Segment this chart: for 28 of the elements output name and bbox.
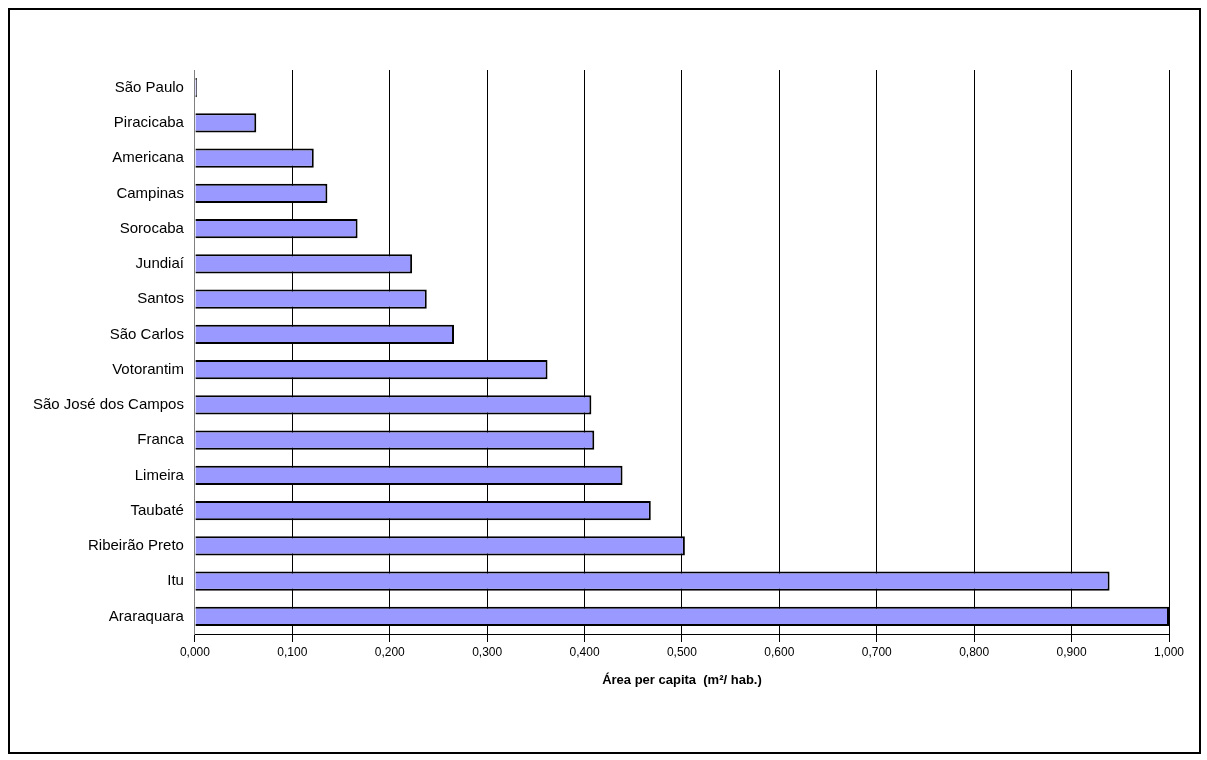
x-axis-title: Área per capita (m²/ hab.): [602, 671, 762, 687]
x-tick-label: 0,200: [374, 644, 406, 659]
y-tick-label: Ribeirão Preto: [88, 536, 184, 554]
x-tick-label: 0,300: [472, 644, 503, 659]
x-tick-label: 0,000: [179, 644, 211, 659]
y-tick-label: Jundiaí: [135, 254, 185, 272]
x-tick-label: 0,900: [1056, 644, 1087, 659]
x-tick-label: 0,700: [861, 644, 893, 659]
x-tick-label: 0,600: [764, 644, 795, 659]
y-tick-label: Piracicaba: [113, 113, 185, 131]
x-tick-label: 0,100: [277, 644, 308, 659]
y-tick-label: Araraquara: [108, 606, 185, 624]
y-tick-label: Santos: [137, 289, 184, 307]
y-tick-label: Campinas: [116, 183, 184, 201]
y-tick-label: Limeira: [134, 465, 185, 483]
y-tick-label: Itu: [167, 571, 184, 589]
y-tick-label: Americana: [112, 148, 185, 166]
y-tick-label: Sorocaba: [119, 218, 185, 236]
y-tick-label: São Carlos: [109, 324, 184, 342]
x-tick-label: 0,500: [666, 644, 698, 659]
y-tick-label: São Paulo: [114, 77, 184, 95]
y-tick-label: Taubaté: [130, 500, 184, 518]
x-tick-label: 0,400: [569, 644, 600, 659]
y-tick-label: Votorantim: [112, 359, 184, 377]
x-tick-label: 1,000: [1153, 644, 1185, 659]
y-tick-label: Franca: [137, 430, 185, 448]
x-tick-label: 0,800: [959, 644, 990, 659]
y-tick-label: São José dos Campos: [32, 395, 184, 413]
